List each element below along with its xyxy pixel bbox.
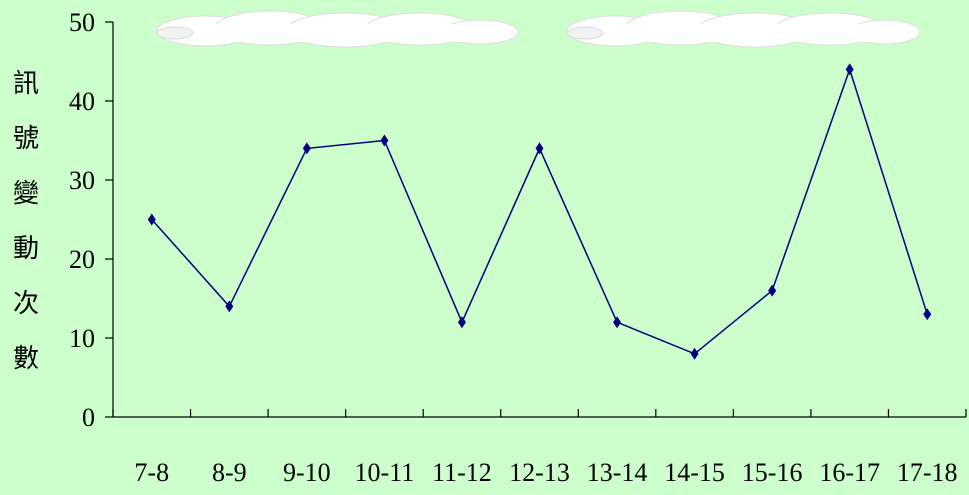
x-tick-label: 16-17 [819,458,880,487]
y-tick-label: 40 [69,87,95,116]
y-axis-label-char: 次 [13,289,39,319]
y-axis-label-char: 動 [13,234,39,264]
x-tick-label: 15-16 [742,458,803,487]
data-point-marker [613,316,622,329]
y-axis-label-char: 號 [13,124,39,154]
x-tick-label: 11-12 [432,458,492,487]
x-tick-label: 10-11 [355,458,415,487]
y-tick-label: 10 [69,324,95,353]
data-point-marker [690,347,699,360]
x-axis-ticks: 7-8 8-9 9-10 10-11 11-12 12-13 13-14 14-15 15-16… [112,409,967,487]
y-axis-ticks: 0 10 20 30 40 50 [69,8,113,432]
data-point-marker [845,63,854,76]
x-tick-label: 12-13 [509,458,570,487]
y-axis-label-char: 數 [13,344,39,374]
cloud-decoration-right [566,10,921,48]
cloud-decoration-left [156,10,519,48]
x-tick-label: 13-14 [587,458,648,487]
x-tick-label: 9-10 [283,458,331,487]
data-point-marker [380,134,389,147]
y-tick-label: 20 [69,245,95,274]
y-tick-label: 30 [69,166,95,195]
data-point-marker [302,142,311,155]
x-tick-label: 14-15 [664,458,725,487]
series-line [151,67,928,355]
y-tick-label: 0 [82,403,95,432]
x-tick-label: 7-8 [134,458,169,487]
data-point-marker [225,300,234,313]
y-tick-label: 50 [69,8,95,37]
data-point-marker [457,316,466,329]
data-point-marker [923,308,932,321]
data-series [147,63,932,360]
x-tick-label: 17-18 [897,458,958,487]
x-tick-label: 8-9 [212,458,247,487]
y-axis-label-char: 變 [13,179,39,209]
y-axis-label-char: 訊 [13,69,39,99]
data-point-marker [768,284,777,297]
axes [112,22,966,418]
data-point-marker [147,213,156,226]
data-point-marker [535,142,544,155]
